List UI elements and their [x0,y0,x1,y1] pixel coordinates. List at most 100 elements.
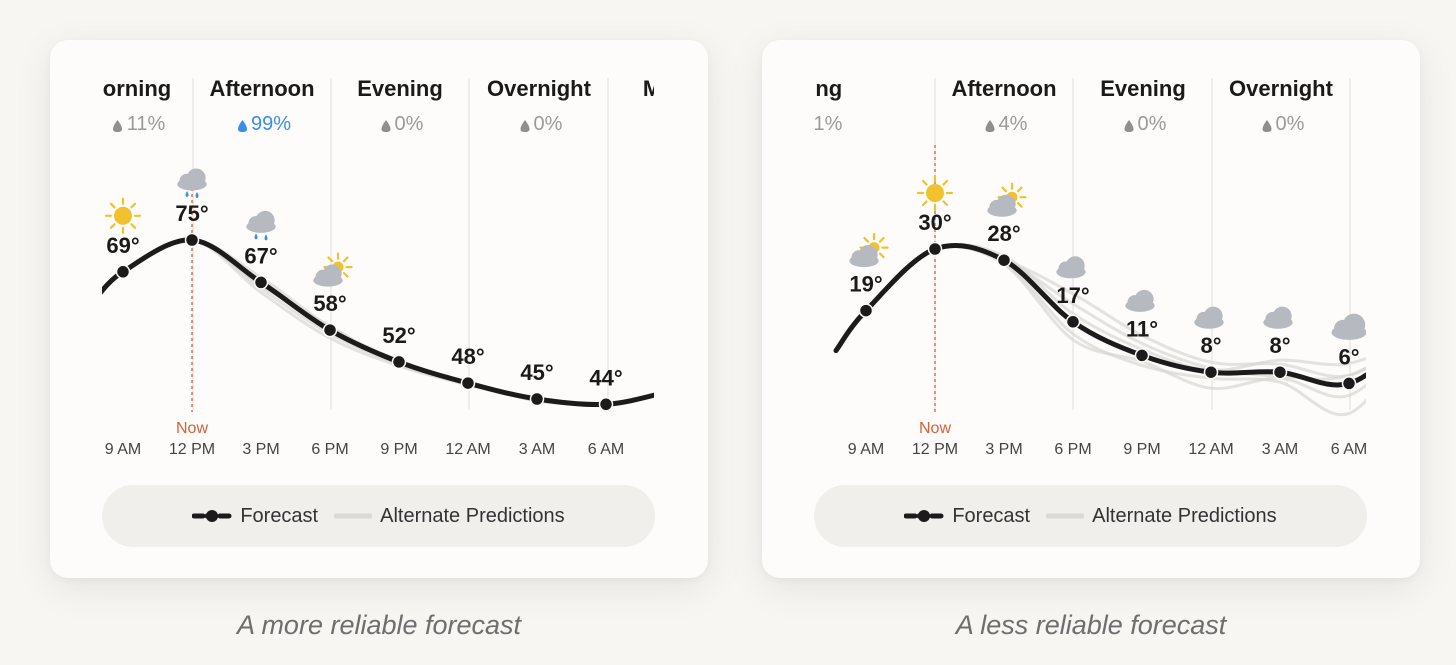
caption-less-reliable: A less reliable forecast [955,610,1227,640]
sun-ray [942,179,949,186]
cloud-puff [1342,313,1366,337]
moon-icon [458,313,473,342]
time-label: 6 AM [588,441,624,458]
precip-chance: 99% [251,113,291,135]
moon-icon [389,291,404,320]
temperature-label: 45° [520,360,553,385]
temperature-label: 17° [1056,283,1089,308]
forecast-point [184,232,200,248]
temperature-label: 30° [918,210,951,235]
legend-forecast-label: Forecast [240,504,319,527]
cloud-puff [1065,256,1085,276]
forecast-line-swatch-icon [904,510,945,522]
forecast-point [322,322,338,338]
forecast-point [391,354,407,370]
precip-chance: 1% [814,113,843,135]
time-label: 3 AM [1262,441,1298,458]
partly-cloudy-day-icon [849,233,889,268]
forecast-point [1341,376,1357,391]
temperature-label: 69° [106,233,139,258]
sun-ray [109,223,116,229]
temperature-label: 48° [451,344,484,369]
sun-ray [878,236,885,243]
forecast-point [1203,364,1219,380]
sun-ray [863,236,870,243]
rain-drop [195,192,199,198]
time-label: 12 AM [445,441,490,458]
precip-chance: 0% [1276,113,1305,135]
period-title: Overnight [487,76,592,101]
cloud-puff [996,194,1016,214]
forecast-point [529,391,545,407]
period-title: Afternoon [951,76,1056,101]
temperature-label: 6° [1338,344,1359,369]
cloud-shape [177,168,207,191]
sun-disc [926,184,944,202]
cloud-puff [186,168,206,188]
period-title: Evening [357,76,443,101]
rain-cloud-icon [177,168,207,198]
time-label: 3 AM [519,441,555,458]
alternate-prediction-line [102,238,654,406]
legend-alternate-label: Alternate Predictions [380,504,565,527]
now-label: Now [919,420,951,437]
chart-legend: Forecast Alternate Predictions [102,485,655,547]
period-title: M [643,76,654,101]
sun-ray [130,223,137,229]
chart-legend: Forecast Alternate Predictions [814,485,1367,547]
precip-drop-icon [113,120,122,132]
alternate-line-swatch-icon [1046,513,1085,519]
rain-drop [185,191,189,197]
time-label: 9 PM [1123,441,1160,458]
cloud-puff [1272,306,1292,326]
legend-alternate-label: Alternate Predictions [1092,504,1277,527]
temperature-label: 75° [175,201,208,226]
period-title: Afternoon [209,76,314,101]
moon-crescent [389,291,404,320]
forecast-chart: ning1%Afternoon4%Evening0%Overnight0%Mor… [814,40,1366,480]
legend-forecast: Forecast [904,505,1030,528]
precip-chance: 0% [395,113,424,135]
sun-ray [878,252,885,259]
sun-icon [104,197,142,234]
sun-ray [1016,186,1023,193]
time-label: 12 PM [169,441,215,458]
caption-reliable: A more reliable forecast [236,610,522,640]
alternate-line-swatch-icon [334,513,373,519]
cloud-shape [849,245,879,268]
sun-ray [1016,202,1023,208]
precip-chance: 11% [127,113,166,135]
cloud-shape [313,264,343,287]
rain-drop [254,233,258,240]
temperature-label: 44° [589,365,622,390]
period-title: ning [814,76,842,101]
moon-icon [527,329,542,357]
temperature-label: 8° [1200,333,1221,358]
time-label: 9 AM [105,441,141,458]
partly-cloudy-night-icon [1263,300,1293,329]
sun-ray [921,200,928,207]
partly-cloudy-day-icon [313,252,353,287]
forecast-point [460,375,476,391]
time-label: 9 PM [380,441,417,458]
cloud-shape [1194,306,1224,329]
forecast-point [598,397,614,412]
forecast-chart-svg: orning 11% Afternoon 99% Evening 0% Overnight 0… [102,76,654,458]
sun-icon [916,174,954,212]
legend-forecast-label: Forecast [952,504,1031,527]
forecast-point [1065,314,1081,330]
cloud-puff [1134,289,1154,309]
partly-cloudy-day-icon [987,182,1027,217]
temperature-label: 58° [313,291,346,316]
now-label: Now [176,420,208,437]
cloud-shape [1125,289,1155,312]
sun-ray [342,256,349,263]
precip-drop-icon [238,120,247,132]
cloud-puff [255,210,275,230]
cloud-puff [322,264,342,284]
period-title: Overnight [1229,76,1334,101]
time-label: 12 PM [912,441,958,458]
moon-crescent [458,313,473,342]
less-reliable-forecast-card: ning1%Afternoon4%Evening0%Overnight0%Mor… [762,40,1420,578]
precip-chance: 0% [1138,113,1167,135]
